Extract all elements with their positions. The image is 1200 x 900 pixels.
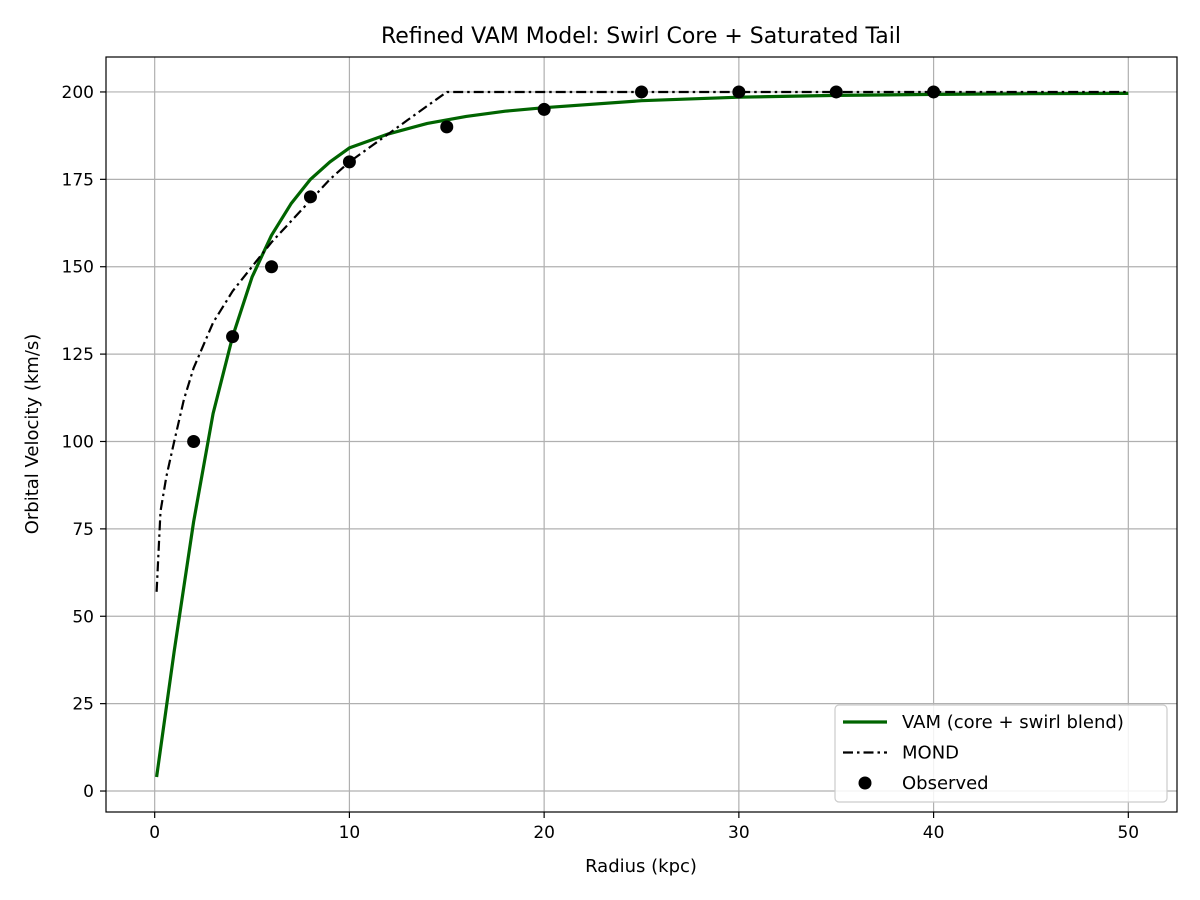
y-tick-label: 0 (83, 782, 94, 802)
y-tick-label: 175 (62, 170, 94, 190)
y-tick-label: 75 (72, 520, 94, 540)
legend-label-2: MOND (902, 743, 959, 764)
observed-point (732, 85, 746, 99)
legend-box (834, 704, 1168, 803)
y-tick-label: 100 (62, 432, 94, 452)
observed-point (537, 102, 551, 116)
legend-label-1: VAM (core + swirl blend) (902, 712, 1124, 733)
series-line-1 (155, 91, 1129, 778)
x-tick-label: 40 (923, 823, 945, 843)
chart-title: Refined VAM Model: Swirl Core + Saturate… (381, 24, 901, 49)
x-tick-label: 10 (339, 823, 361, 843)
x-tick-label: 30 (728, 823, 750, 843)
x-tick-label: 20 (533, 823, 555, 843)
legend-label-3: Observed (902, 773, 989, 794)
y-tick-label: 150 (62, 258, 94, 278)
x-axis-label: Radius (kpc) (585, 856, 697, 877)
observed-point (829, 85, 843, 99)
x-tick-label: 0 (149, 823, 160, 843)
observed-point (635, 85, 648, 99)
axes-frame (105, 56, 1178, 813)
y-axis: 0 25 50 75 100 125 150 175 200 (62, 83, 106, 802)
observed-point (927, 85, 941, 99)
observed-point (187, 434, 201, 448)
plot-area (155, 85, 1129, 778)
legend-swatch-3 (858, 776, 872, 790)
observed-point (440, 120, 454, 134)
legend: VAM (core + swirl blend) MOND Observed (834, 704, 1168, 803)
observed-point (226, 330, 240, 344)
observed-point (342, 155, 356, 169)
observed-point (303, 190, 317, 204)
y-tick-label: 50 (72, 607, 94, 627)
y-axis-label: Orbital Velocity (km/s) (22, 334, 43, 535)
x-tick-label: 50 (1117, 823, 1139, 843)
y-tick-label: 200 (62, 83, 94, 103)
y-tick-label: 125 (62, 345, 94, 365)
y-tick-label: 25 (72, 695, 94, 715)
x-axis: 0 10 20 30 40 50 (149, 812, 1139, 843)
observed-point (265, 260, 279, 274)
